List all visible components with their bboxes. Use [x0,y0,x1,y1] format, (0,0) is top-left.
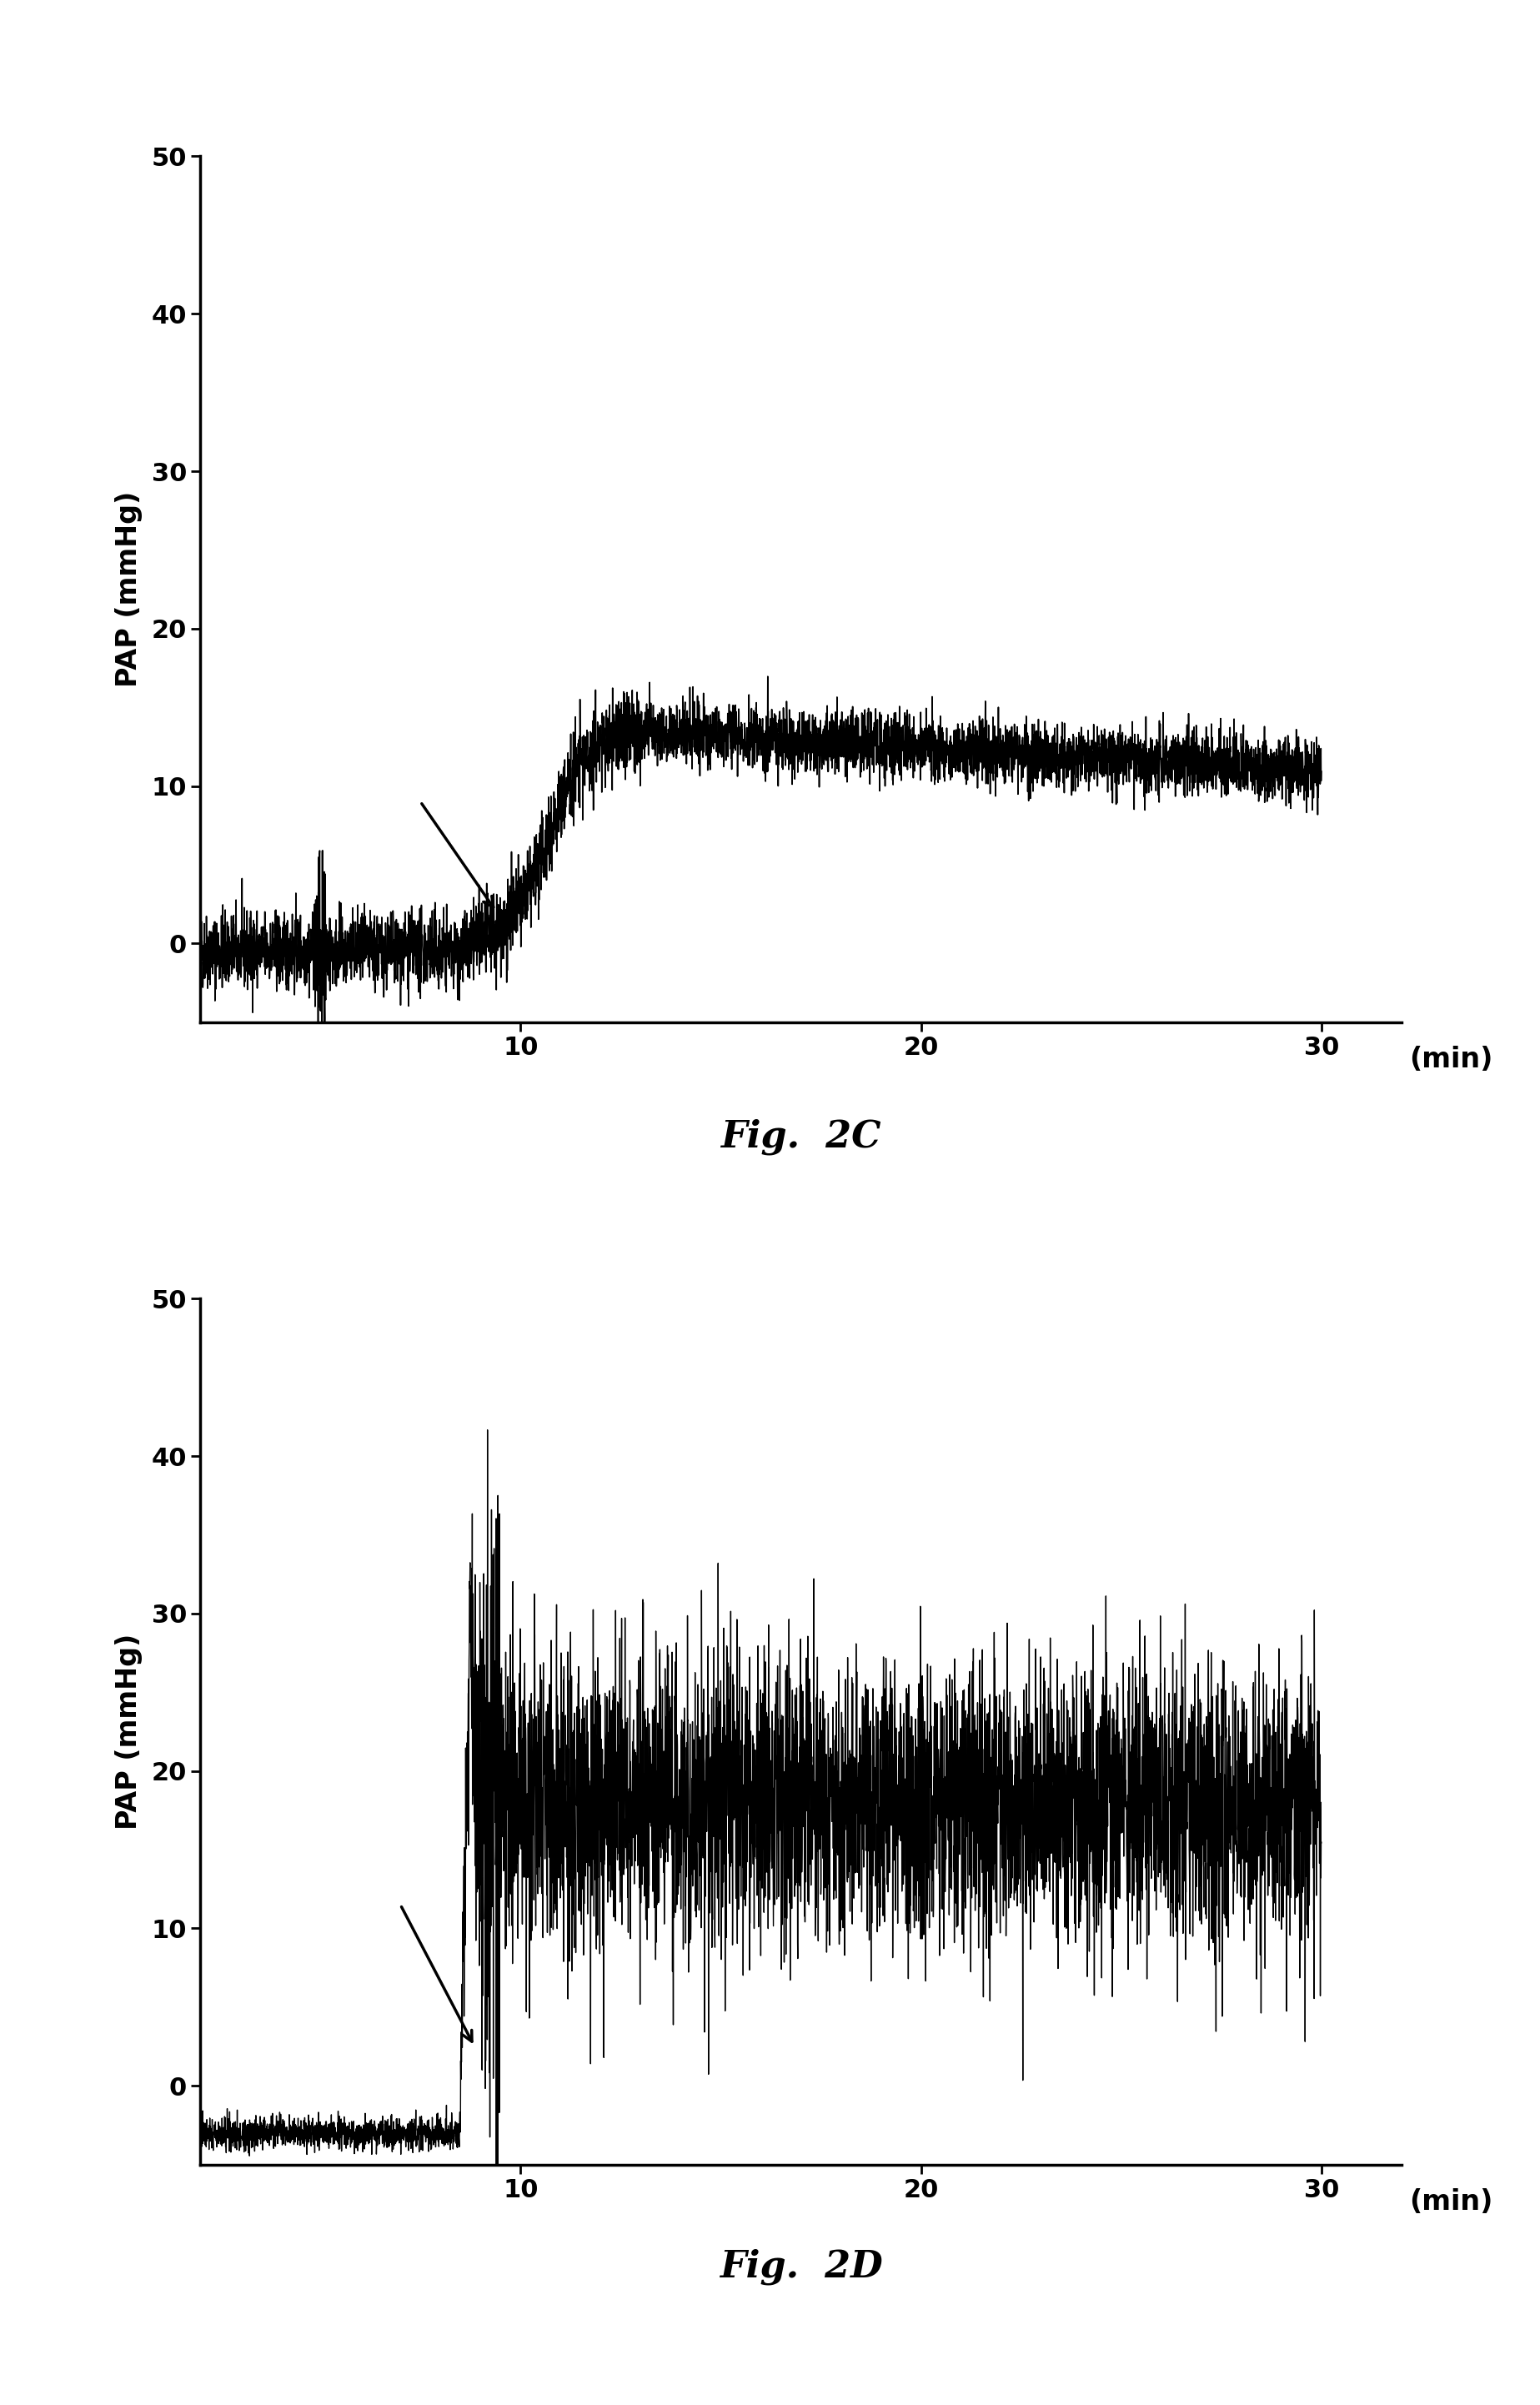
Text: Fig.  2C: Fig. 2C [721,1118,881,1154]
Text: (min): (min) [1409,1046,1494,1073]
Text: Fig.  2D: Fig. 2D [719,2249,882,2285]
Y-axis label: PAP (mmHg): PAP (mmHg) [114,491,142,688]
Y-axis label: PAP (mmHg): PAP (mmHg) [114,1633,142,1830]
Text: (min): (min) [1409,2189,1494,2215]
